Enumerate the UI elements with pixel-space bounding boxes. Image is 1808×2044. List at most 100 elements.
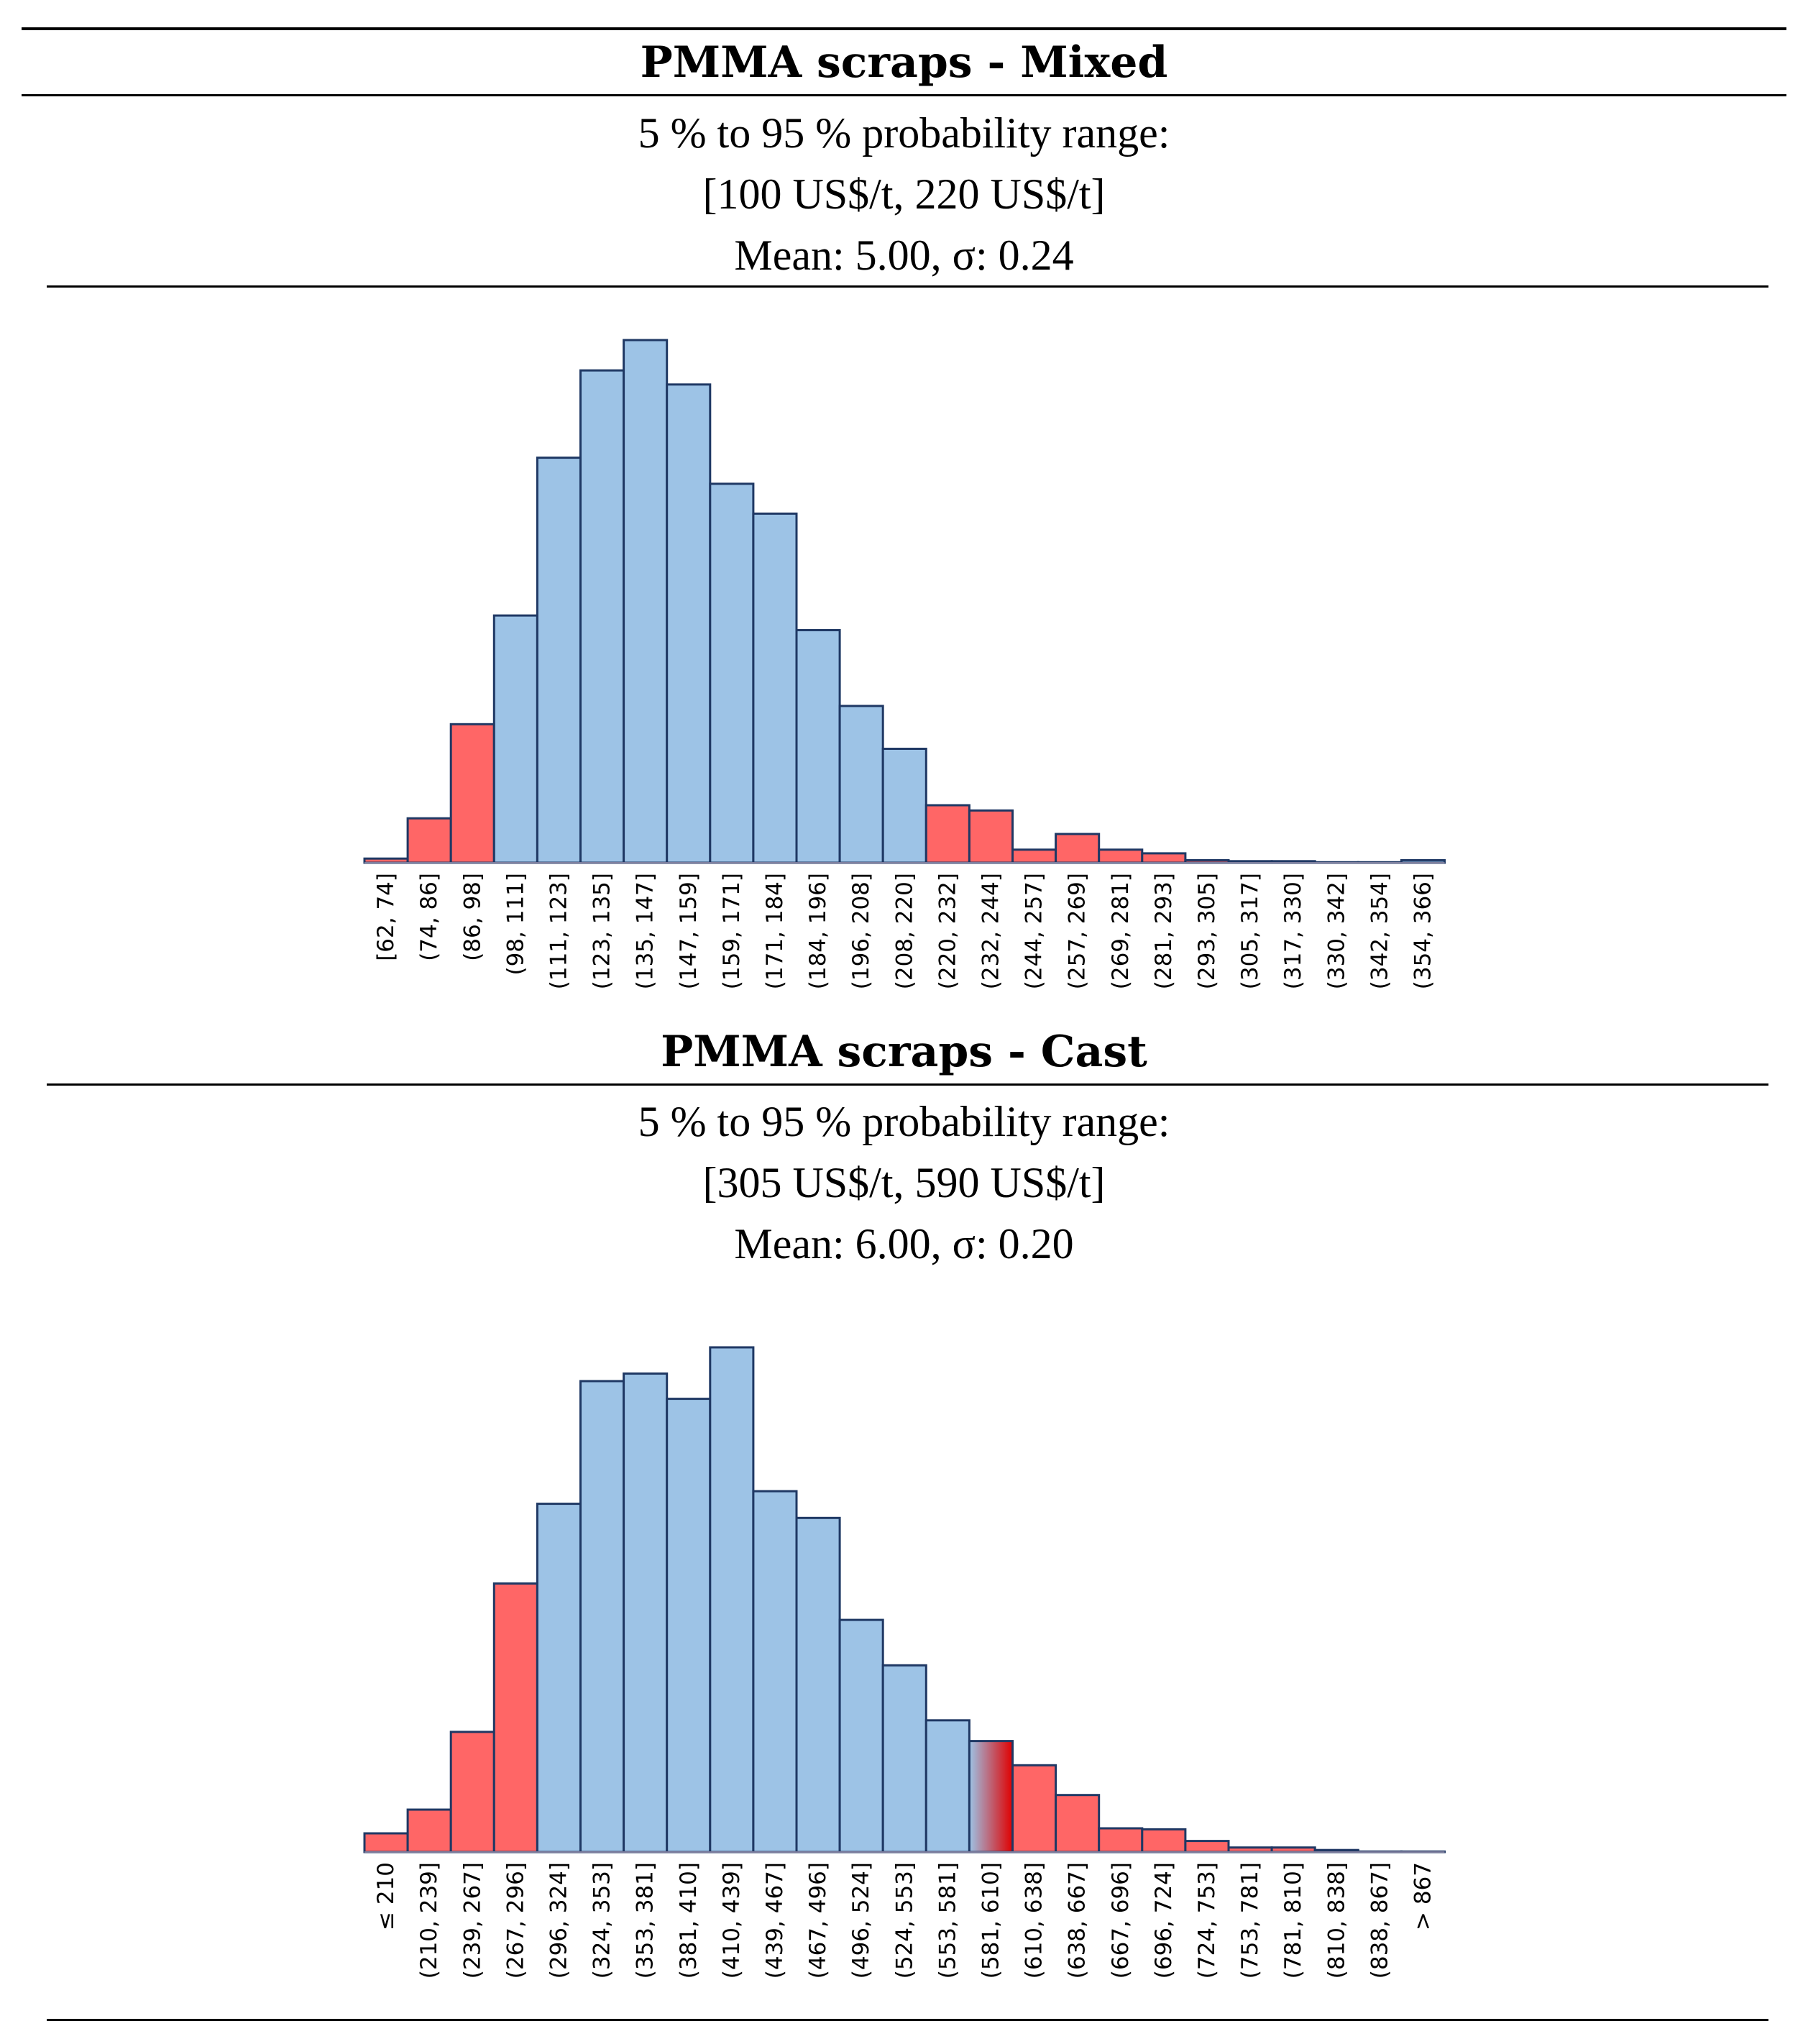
histogram-mixed: [62, 74] (74, 86] (86, 98] (98, 111] (111, 1… (363, 339, 1446, 989)
bar-8 (666, 1398, 712, 1853)
bar-12 (838, 1618, 884, 1853)
x-tick-label: (171, 184] (762, 873, 788, 989)
bar-17 (1055, 833, 1101, 864)
x-tick-label: (267, 296] (503, 1862, 528, 1979)
x-tick-label: (667, 696] (1108, 1862, 1134, 1979)
x-tick-label: (439, 467] (762, 1862, 788, 1979)
bar-16 (1011, 1764, 1057, 1853)
x-tick-label: (296, 324] (546, 1862, 572, 1979)
x-tick-label: (74, 86] (416, 873, 442, 961)
bar-10 (752, 512, 798, 864)
x-tick-label: (410, 439] (719, 1862, 745, 1979)
header-rule-mixed (47, 285, 1768, 288)
x-tick-label: (98, 111] (503, 873, 528, 976)
bar-14 (924, 1719, 970, 1853)
x-tick-label: (208, 220] (891, 873, 917, 989)
chart-title-cast: PMMA scraps - Cast (661, 1027, 1147, 1077)
bar-11 (795, 629, 841, 864)
bar-11 (795, 1516, 841, 1853)
title-rule-mixed (22, 94, 1786, 96)
x-tick-label: (293, 305] (1194, 873, 1220, 989)
x-tick-label: [62, 74] (373, 873, 399, 961)
x-tick-label: (257, 269] (1065, 873, 1091, 989)
bar-6 (579, 1380, 625, 1853)
histogram-cast: ≤ 210 (210, 239] (239, 267] (267, 296] (296,… (363, 1346, 1446, 1979)
bar-13 (881, 1664, 927, 1853)
x-tick-label: (753, 781] (1237, 1862, 1263, 1979)
x-tick-label: (467, 496] (805, 1862, 831, 1979)
x-tick-label: (239, 267] (459, 1862, 485, 1979)
bar-9 (709, 482, 755, 864)
x-tick-label: (330, 342] (1323, 873, 1349, 989)
x-tick-label: (159, 171] (719, 873, 745, 989)
top-rule (22, 27, 1786, 30)
bar-4 (492, 614, 538, 864)
x-tick-label: (696, 724] (1151, 1862, 1177, 1979)
x-tick-label: (496, 524] (848, 1862, 874, 1979)
range-value-mixed: [100 US$/t, 220 US$/t] (702, 170, 1106, 218)
range-label-cast: 5 % to 95 % probability range: (638, 1098, 1170, 1145)
x-tick-label: (196, 208] (848, 873, 874, 989)
stats-mixed: Mean: 5.00, σ: 0.24 (734, 232, 1074, 279)
bar-19 (1141, 852, 1187, 864)
x-tick-label: (610, 638] (1022, 1862, 1047, 1979)
x-tick-label: (135, 147] (633, 873, 659, 989)
x-tick-label: (838, 867] (1367, 1862, 1392, 1979)
bar-5 (536, 1503, 582, 1853)
x-tick-label: (86, 98] (459, 873, 485, 961)
x-tick-label: (281, 293] (1151, 873, 1177, 989)
bar-2 (406, 817, 452, 864)
bar-3 (449, 723, 495, 864)
x-tick-label: ≤ 210 (373, 1862, 399, 1930)
x-tick-label: (210, 239] (416, 1862, 442, 1979)
bar-10 (752, 1490, 798, 1853)
x-tick-label: (184, 196] (805, 873, 831, 989)
bar-14 (924, 804, 970, 864)
x-tick-label: > 867 (1410, 1862, 1436, 1930)
bottom-rule (47, 2019, 1768, 2021)
bar-7 (623, 1372, 669, 1853)
x-tick-label: (232, 244] (978, 873, 1004, 989)
x-tick-label: (553, 581] (935, 1862, 960, 1979)
range-label-mixed: 5 % to 95 % probability range: (638, 109, 1170, 157)
bar-15 (968, 809, 1014, 864)
bar-4 (492, 1582, 538, 1853)
bar-6 (579, 369, 625, 864)
bar-8 (666, 383, 712, 864)
x-tick-label: (269, 281] (1108, 873, 1134, 989)
x-tick-label: (324, 353] (589, 1862, 615, 1979)
bar-13 (881, 748, 927, 864)
x-tick-label: (381, 410] (676, 1862, 702, 1979)
x-tick-label: (354, 366] (1410, 873, 1436, 989)
x-tick-label: (147, 159] (676, 873, 702, 989)
bar-7 (623, 339, 669, 864)
bar-17 (1055, 1794, 1101, 1853)
bar-18 (1098, 1827, 1144, 1853)
stats-cast: Mean: 6.00, σ: 0.20 (734, 1220, 1074, 1268)
x-tick-label: (581, 610] (978, 1862, 1004, 1979)
x-tick-label: (244, 257] (1022, 873, 1047, 989)
chart-title-mixed: PMMA scraps - Mixed (640, 37, 1168, 88)
x-tick-label: (111, 123] (546, 873, 572, 989)
bar-1 (363, 1832, 409, 1853)
title-rule-cast (47, 1083, 1768, 1086)
x-tick-label: (638, 667] (1065, 1862, 1091, 1979)
bar-5 (536, 457, 582, 864)
x-tick-label: (342, 354] (1367, 873, 1392, 989)
x-tick-label: (353, 381] (633, 1862, 659, 1979)
x-tick-label: (220, 232] (935, 873, 960, 989)
x-tick-label: (317, 330] (1280, 873, 1306, 989)
bar-15 (968, 1740, 1014, 1853)
x-tick-label: (810, 838] (1323, 1862, 1349, 1979)
bar-2 (406, 1808, 452, 1853)
bar-12 (838, 705, 884, 864)
bar-20 (1184, 1840, 1230, 1853)
range-value-cast: [305 US$/t, 590 US$/t] (702, 1159, 1106, 1206)
bar-9 (709, 1346, 755, 1853)
x-tick-label: (724, 753] (1194, 1862, 1220, 1979)
bar-3 (449, 1731, 495, 1853)
x-tick-label: (305, 317] (1237, 873, 1263, 989)
bar-18 (1098, 848, 1144, 864)
x-tick-label: (524, 553] (891, 1862, 917, 1979)
x-tick-label: (123, 135] (589, 873, 615, 989)
